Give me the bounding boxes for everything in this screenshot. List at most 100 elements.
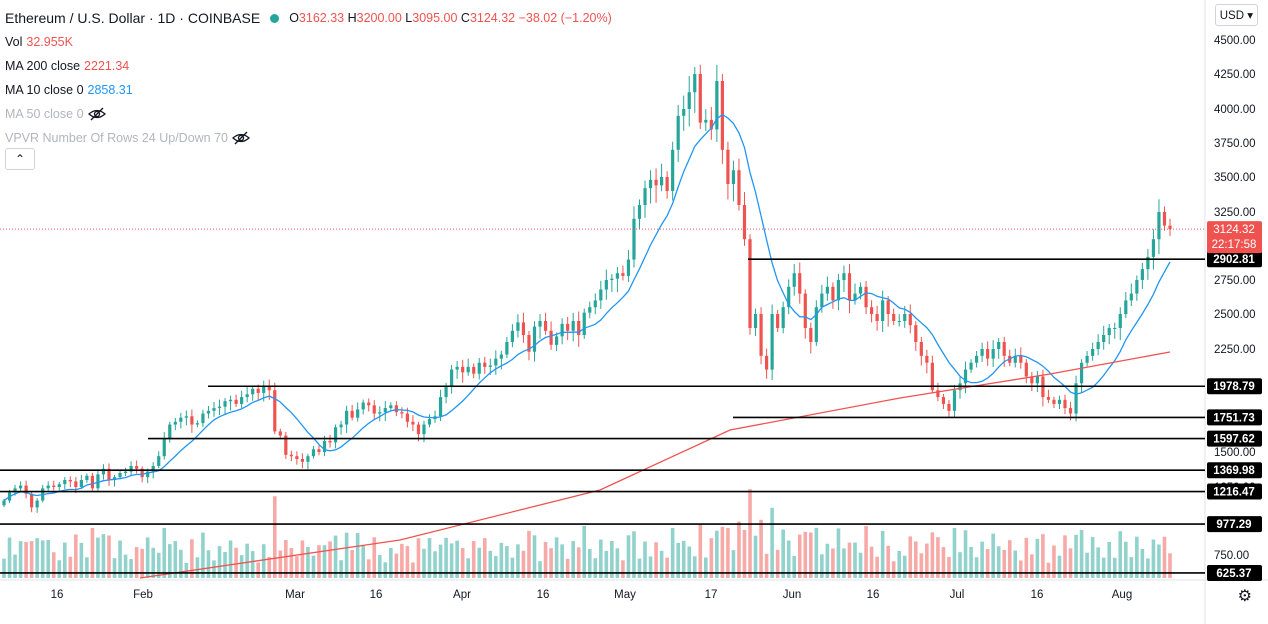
volume-bar (383, 562, 388, 578)
candle-body (162, 438, 166, 457)
volume-bar (587, 549, 592, 578)
time-tick-label: 16 (51, 589, 64, 601)
candle-body (610, 278, 614, 280)
indicator-ma200[interactable]: MA 200 close 2221.34 (5, 59, 130, 73)
volume-bar (908, 536, 913, 578)
time-tick-label: May (614, 589, 636, 601)
candle-body (383, 408, 387, 413)
candle-body (1157, 212, 1161, 240)
candle-body (798, 273, 802, 294)
volume-bar (455, 540, 459, 578)
hidden-eye-icon[interactable] (232, 131, 251, 145)
candle-body (466, 366, 470, 373)
volume-bar (1140, 548, 1145, 578)
volume-bar (681, 540, 686, 578)
candle-body (521, 322, 526, 335)
volume-bar (57, 560, 62, 578)
candle-body (925, 355, 929, 363)
level-price-tag (1207, 409, 1262, 426)
indicator-ma10[interactable]: MA 10 close 0 2858.31 (5, 83, 133, 97)
volume-bar (107, 535, 111, 578)
candle-body (13, 488, 17, 493)
volume-bar (698, 524, 703, 578)
settings-gear-icon[interactable]: ⚙ (1237, 588, 1252, 605)
volume-bar (1090, 537, 1095, 578)
candle-body (228, 399, 233, 402)
volume-bar (488, 550, 493, 578)
level-price-label: 625.37 (1216, 568, 1251, 580)
volume-bar (68, 556, 73, 578)
volume-bar (355, 533, 360, 578)
candle-body (881, 300, 885, 321)
candle-body (1046, 397, 1051, 400)
volume-bar (405, 546, 410, 578)
current-price-label: 3124.32 (1213, 224, 1255, 236)
candle-body (1085, 355, 1089, 363)
symbol-title[interactable]: Ethereum / U.S. Dollar · 1D · COINBASE (5, 10, 261, 26)
volume-bar (300, 540, 305, 578)
ma200-line (139, 351, 1171, 579)
candle-body (759, 314, 763, 356)
time-tick-label: Mar (285, 589, 305, 601)
volume-bar (809, 532, 813, 578)
volume-bar (1052, 545, 1056, 578)
candle-body (472, 366, 476, 374)
candle-body (621, 273, 625, 276)
time-tick-label: 16 (537, 589, 550, 601)
candle-body (1074, 383, 1078, 414)
volume-bar (1002, 549, 1007, 578)
candle-body (842, 273, 846, 280)
candle-body (1035, 376, 1039, 384)
volume-bar (1085, 552, 1089, 578)
ohlc-readout: O3162.33 H3200.00 L3095.00 C3124.32 −38.… (289, 11, 612, 25)
currency-selector[interactable]: USD ▾ (1214, 4, 1258, 26)
candle-body (1030, 376, 1034, 384)
volume-bar (610, 541, 614, 578)
volume-bar (919, 553, 924, 578)
candle-body (1057, 399, 1062, 404)
candle-body (825, 286, 829, 294)
candle-body (886, 300, 890, 314)
candle-body (1096, 342, 1100, 349)
candle-body (836, 280, 841, 301)
indicator-vol[interactable]: Vol 32.955K (5, 35, 73, 49)
volume-bar (599, 539, 603, 578)
volume-bar (891, 561, 896, 578)
volume-bar (820, 554, 824, 578)
volume-bar (538, 561, 542, 578)
collapse-legend-button[interactable]: ⌃ (5, 148, 35, 170)
volume-bar (1024, 537, 1029, 578)
volume-bar (621, 560, 625, 578)
volume-bar (1007, 540, 1012, 578)
volume-bar (256, 562, 260, 578)
candle-body (129, 466, 133, 472)
volume-bar (549, 548, 553, 578)
indicator-vpvr[interactable]: VPVR Number Of Rows 24 Up/Down 70 (5, 126, 612, 150)
candle-body (903, 314, 907, 321)
candle-body (615, 273, 619, 279)
close-value: 3124.32 (469, 11, 516, 25)
candle-body (776, 314, 780, 328)
hidden-eye-icon[interactable] (87, 107, 106, 121)
indicator-ma50[interactable]: MA 50 close 0 (5, 102, 612, 126)
candle-body (256, 388, 260, 393)
ma10-line (3, 113, 1171, 502)
volume-bar (1074, 534, 1078, 578)
volume-bar (715, 530, 719, 578)
candle-body (140, 468, 144, 478)
time-tick-label: Jun (783, 589, 802, 601)
candle-body (698, 74, 702, 123)
level-price-label: 1216.47 (1213, 487, 1255, 499)
volume-bar (764, 553, 769, 578)
candle-body (1151, 239, 1156, 257)
candle-body (1063, 399, 1067, 409)
volume-bar (460, 548, 465, 578)
time-tick-label: Jul (950, 589, 965, 601)
candle-body (367, 402, 371, 406)
volume-bar (477, 547, 482, 578)
level-price-label: 977.29 (1216, 519, 1251, 531)
candle-body (1129, 293, 1133, 301)
volume-bar (643, 541, 647, 578)
open-value: 3162.33 (298, 11, 345, 25)
